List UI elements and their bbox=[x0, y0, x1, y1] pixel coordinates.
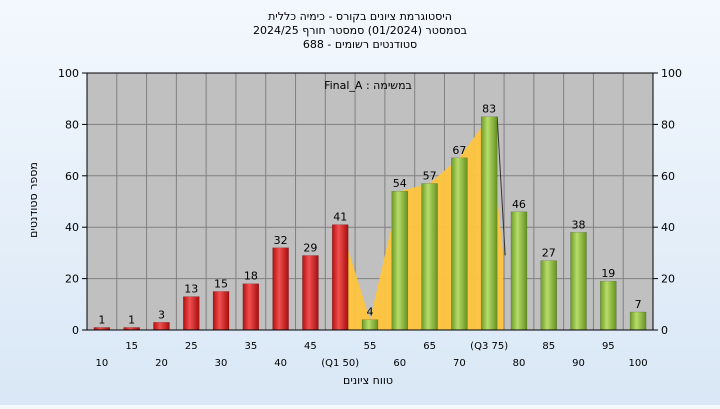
data-label-35: 18 bbox=[244, 270, 258, 283]
chart-title-line-1: היסטוגרמת ציונים בקורס - כימיה כללית bbox=[268, 10, 452, 23]
y-tick-label-left: 20 bbox=[65, 273, 79, 286]
x-tick-label-35: 35 bbox=[244, 341, 257, 352]
y-tick-label-right: 100 bbox=[661, 67, 682, 80]
x-tick-label-30: 30 bbox=[215, 358, 228, 369]
data-label-85: 27 bbox=[542, 247, 556, 260]
x-tick-label-25: 25 bbox=[185, 341, 198, 352]
x-tick-label-10: 10 bbox=[96, 358, 109, 369]
bar-70 bbox=[451, 157, 468, 331]
y-tick-label-left: 60 bbox=[65, 170, 79, 183]
data-label-50: 41 bbox=[333, 211, 347, 224]
bar-25 bbox=[183, 296, 200, 331]
y-tick-label-right: 80 bbox=[661, 118, 675, 131]
y-tick-label-right: 40 bbox=[661, 221, 675, 234]
bar-60 bbox=[391, 190, 409, 331]
plot-frame bbox=[86, 72, 654, 331]
y-tick-label-right: 20 bbox=[661, 273, 675, 286]
y-axis-label: מספר סטודנטים bbox=[27, 162, 40, 238]
y-tick-label-left: 40 bbox=[65, 221, 79, 234]
bar-30 bbox=[212, 291, 230, 331]
bar-80 bbox=[510, 211, 528, 331]
x-tick-label-60: 60 bbox=[393, 358, 406, 369]
data-label-100: 7 bbox=[635, 298, 642, 311]
band-edge-line bbox=[496, 116, 506, 256]
data-label-65: 57 bbox=[423, 170, 437, 183]
x-tick-label-95: 95 bbox=[602, 341, 615, 352]
x-tick-label-70: 70 bbox=[453, 358, 466, 369]
data-label-40: 32 bbox=[274, 234, 288, 247]
x-tick-label-45: 45 bbox=[304, 341, 317, 352]
bar-55 bbox=[361, 319, 379, 331]
x-tick-label-40: 40 bbox=[274, 358, 287, 369]
x-tick-label-85: 85 bbox=[542, 341, 555, 352]
y-tick-label-left: 80 bbox=[65, 118, 79, 131]
bar-20 bbox=[153, 322, 170, 331]
data-label-75: 83 bbox=[482, 103, 496, 116]
x-tick-label-75: (Q3 75) bbox=[470, 341, 508, 352]
data-label-55: 4 bbox=[367, 306, 374, 319]
x-tick-label-20: 20 bbox=[155, 358, 168, 369]
x-axis-label: טווח ציונים bbox=[343, 374, 393, 387]
bar-50 bbox=[331, 224, 349, 331]
data-label-90: 38 bbox=[572, 218, 586, 231]
bar-100 bbox=[629, 311, 647, 331]
x-tick-label-90: 90 bbox=[572, 358, 585, 369]
data-label-95: 19 bbox=[601, 267, 615, 280]
data-label-30: 15 bbox=[214, 277, 228, 290]
x-tick-label-55: 55 bbox=[364, 341, 377, 352]
y-tick-label-right: 0 bbox=[661, 324, 668, 337]
data-label-15: 1 bbox=[128, 313, 135, 326]
chart-annotation: במשימה : Final_A bbox=[324, 79, 412, 92]
bar-85 bbox=[540, 260, 557, 331]
x-tick-label-65: 65 bbox=[423, 341, 436, 352]
data-label-45: 29 bbox=[303, 241, 317, 254]
bar-95 bbox=[600, 280, 617, 331]
bar-65 bbox=[421, 183, 438, 331]
data-label-60: 54 bbox=[393, 177, 407, 190]
chart-title-line-2: בסמסטר (01/2024) סמסטר חורף 2024/25 bbox=[253, 24, 467, 37]
bar-45 bbox=[302, 255, 319, 331]
chart-title-line-3: סטודנטים רשומים - 688 bbox=[303, 38, 417, 51]
bar-40 bbox=[272, 247, 289, 331]
data-label-70: 67 bbox=[452, 144, 466, 157]
bar-90 bbox=[570, 232, 587, 331]
x-tick-label-80: 80 bbox=[513, 358, 526, 369]
x-tick-label-100: 100 bbox=[629, 358, 648, 369]
bar-75 bbox=[480, 116, 498, 331]
y-tick-label-left: 0 bbox=[72, 324, 79, 337]
plot-area bbox=[87, 73, 653, 330]
data-label-25: 13 bbox=[184, 283, 198, 296]
y-tick-label-right: 60 bbox=[661, 170, 675, 183]
data-label-80: 46 bbox=[512, 198, 526, 211]
x-tick-label-50: (Q1 50) bbox=[321, 358, 359, 369]
y-tick-label-left: 100 bbox=[58, 67, 79, 80]
data-label-20: 3 bbox=[158, 308, 165, 321]
bar-35 bbox=[242, 283, 260, 331]
x-tick-label-15: 15 bbox=[125, 341, 138, 352]
data-label-10: 1 bbox=[98, 313, 105, 326]
